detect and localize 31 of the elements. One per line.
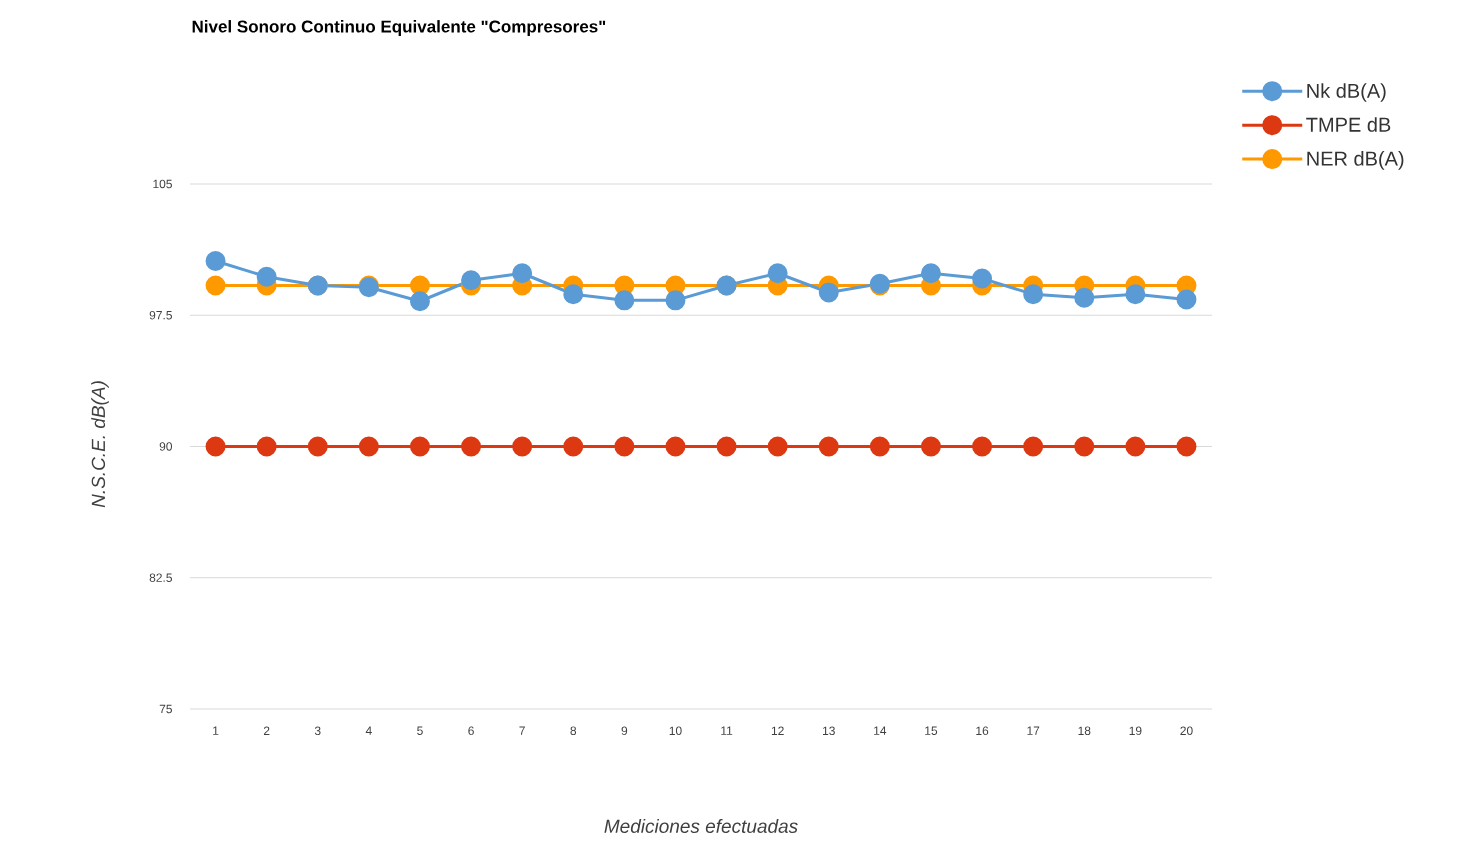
x-tick-label: 12 xyxy=(771,726,784,735)
x-tick-label: 9 xyxy=(621,726,628,736)
legend-label: Nk dB(A) xyxy=(1307,83,1386,102)
x-tick-label: 11 xyxy=(721,726,733,735)
x-tick-label: 14 xyxy=(874,726,887,735)
x-tick-label: 5 xyxy=(417,726,423,735)
y-tick-label: 75 xyxy=(159,704,172,714)
y-tick-label: 105 xyxy=(153,179,172,189)
x-tick-label: 6 xyxy=(468,726,474,736)
legend-label: TMPE dB xyxy=(1306,117,1391,132)
x-tick-label: 1 xyxy=(213,726,219,735)
x-tick-label: 7 xyxy=(519,726,525,735)
x-tick-label: 15 xyxy=(925,726,938,735)
x-tick-label: 18 xyxy=(1078,726,1091,736)
x-tick-label: 8 xyxy=(570,726,577,736)
x-tick-label: 3 xyxy=(314,726,321,736)
x-tick-label: 13 xyxy=(823,726,835,736)
legend-label: NER dB(A) xyxy=(1307,151,1404,170)
x-tick-label: 2 xyxy=(263,726,270,735)
y-tick-label: 82.5 xyxy=(149,573,172,582)
y-tick-label: 90 xyxy=(159,442,173,451)
y-axis-title: N.S.C.E. dB(A) xyxy=(91,381,109,508)
x-tick-label: 4 xyxy=(365,726,372,735)
x-tick-label: 16 xyxy=(976,726,989,736)
x-tick-label: 19 xyxy=(1129,726,1142,736)
y-tick-label: 97.5 xyxy=(149,310,172,320)
x-tick-label: 10 xyxy=(669,726,682,736)
x-axis-title: Mediciones efectuadas xyxy=(604,819,798,833)
x-tick-label: 20 xyxy=(1180,726,1193,736)
x-tick-label: 17 xyxy=(1027,726,1040,735)
chart-title: Nivel Sonoro Continuo Equivalente "Compresores" xyxy=(192,20,606,36)
